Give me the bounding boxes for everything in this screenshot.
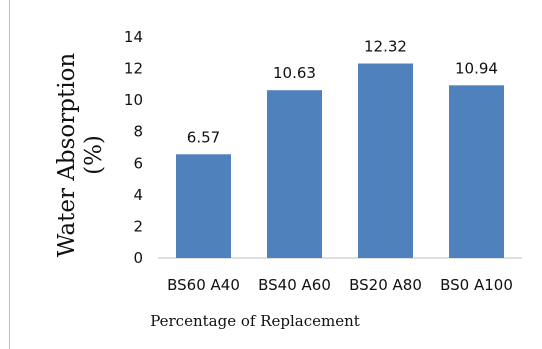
bar-value-label: 10.94 (455, 59, 498, 77)
y-axis-ticks: 0 2 4 6 8 10 12 14 (124, 28, 143, 267)
bar (449, 85, 504, 258)
bar-value-label: 12.32 (364, 38, 407, 56)
x-tick-label: BS20 A80 (349, 276, 422, 294)
bar-value-label: 6.57 (187, 128, 220, 146)
y-tick-label: 8 (133, 123, 143, 141)
bar-value-label: 10.63 (273, 64, 316, 82)
data-labels-group: 6.57 10.63 12.32 10.94 (187, 38, 498, 147)
y-tick-label: 2 (133, 217, 143, 235)
x-tick-label: BS40 A60 (258, 276, 331, 294)
y-tick-label: 4 (133, 186, 143, 204)
x-axis-ticks: BS60 A40 BS40 A60 BS20 A80 BS0 A100 (167, 276, 513, 294)
y-tick-label: 12 (124, 60, 143, 78)
x-tick-label: BS60 A40 (167, 276, 240, 294)
y-axis-title-line2: (%) (81, 135, 107, 175)
x-axis-title: Percentage of Replacement (150, 312, 360, 330)
bars-group (176, 63, 504, 258)
bar (358, 63, 413, 258)
y-tick-label: 10 (124, 91, 143, 109)
bar (176, 154, 231, 258)
y-tick-label: 0 (133, 249, 143, 267)
y-tick-label: 14 (124, 28, 143, 46)
bar (267, 90, 322, 258)
y-axis-title-line1: Water Absorption (54, 53, 80, 258)
left-frame-line (9, 0, 10, 349)
x-tick-label: BS0 A100 (440, 276, 513, 294)
y-tick-label: 6 (133, 154, 143, 172)
